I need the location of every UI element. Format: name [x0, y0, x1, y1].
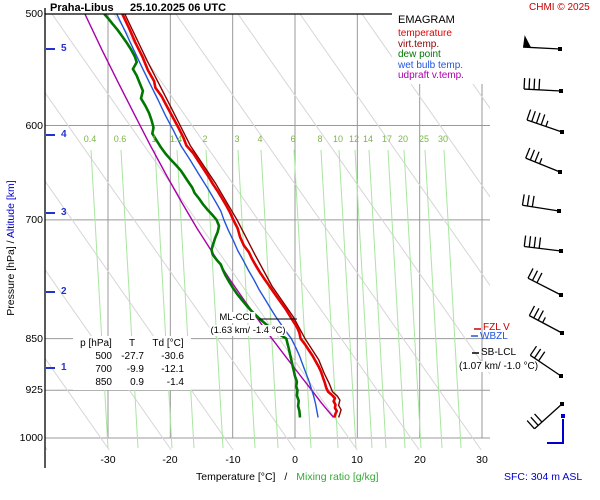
- sounding-table-cell: 0.9: [130, 377, 144, 388]
- altitude-tick: [46, 48, 55, 50]
- legend: EMAGRAM temperature virt.temp. dew point we…: [392, 12, 495, 84]
- mixing-ratio-label: 20: [397, 134, 408, 144]
- sounding-table-cell: -27.7: [121, 351, 144, 362]
- altitude-tick-label: 3: [61, 207, 67, 218]
- curve-virt-temperature: [124, 14, 342, 418]
- wind-barb: [525, 147, 562, 174]
- x-axis-caption-mixing-ratio: Mixing ratio [g/kg]: [296, 471, 379, 483]
- sounding-table-cell: 700: [95, 364, 112, 375]
- legend-item: wet bulb temp.: [398, 59, 464, 71]
- mixing-ratio-label: 1.4: [169, 134, 183, 144]
- legend-item: temperature: [398, 28, 452, 39]
- mixing-ratio-label: 12: [348, 134, 359, 144]
- x-axis-caption-temperature: Temperature [°C]: [196, 471, 276, 483]
- y-axis-caption: Pressure [hPa] / Altitude [km]: [5, 180, 17, 316]
- surface-wind-marker: [547, 419, 564, 444]
- pressure-tick-label: 600: [25, 120, 43, 132]
- mixing-ratio-label: 14: [362, 134, 373, 144]
- wind-barb: [526, 109, 564, 134]
- fzl-label: FZL V: [483, 322, 510, 333]
- wind-barb: [527, 268, 563, 297]
- legend-item: virt.temp.: [398, 38, 440, 50]
- wind-barb: [526, 402, 564, 430]
- mixing-ratio-label: 4: [257, 134, 263, 144]
- legend-item: udpraft v.temp.: [398, 70, 464, 81]
- mixing-ratio-label: 25: [418, 134, 429, 144]
- wind-barb: [523, 78, 563, 93]
- sb-lcl-label: SB-LCL: [481, 347, 517, 358]
- altitude-tick: [46, 367, 55, 369]
- altitude-tick: [46, 291, 55, 293]
- sounding-table-row: 700 -9.9 -12.1: [76, 363, 188, 376]
- legend-item: dew point: [398, 49, 441, 60]
- temp-tick-label: -30: [100, 454, 116, 466]
- ml-ccl-label: ML-CCL: [218, 312, 256, 323]
- sounding-table-cell: 500: [95, 351, 112, 362]
- temp-tick-label: 20: [414, 454, 426, 466]
- ml-ccl-value: (1.63 km/ -1.4 °C): [209, 325, 287, 336]
- wind-barb: [529, 345, 563, 378]
- curve-dew-point: [103, 14, 302, 418]
- wind-barb: [521, 194, 561, 213]
- altitude-tick: [46, 212, 55, 214]
- temp-tick-label: 10: [351, 454, 363, 466]
- y-axis-caption-pressure: Pressure [hPa]: [5, 246, 17, 316]
- curve-temperature: [121, 14, 339, 418]
- sounding-table-cell: -12.1: [161, 364, 184, 375]
- sounding-table-cell: -1.4: [166, 377, 184, 388]
- wind-barb: [523, 235, 563, 253]
- sounding-table-header: p [hPa] T Td [°C]: [80, 338, 184, 349]
- mixing-ratio-label: 0.6: [113, 134, 127, 144]
- temp-tick-label: -10: [225, 454, 241, 466]
- copyright-note: CHMI © 2025: [529, 2, 590, 13]
- mixing-ratio-lines: [90, 149, 462, 449]
- mixing-ratio-label: 8: [317, 134, 323, 144]
- mixing-ratio-label: 2: [202, 134, 208, 144]
- pressure-tick-label: 1000: [19, 432, 43, 444]
- pressure-tick-label: 850: [25, 333, 43, 345]
- pressure-tick-label: 700: [25, 214, 43, 226]
- altitude-tick-label: 1: [61, 362, 67, 373]
- pressure-tick-label: 500: [25, 8, 43, 20]
- altitude-tick-label: 4: [61, 129, 67, 140]
- sounding-table-cell: -9.9: [126, 364, 144, 375]
- sounding-datetime: 25.10.2025 06 UTC: [130, 2, 227, 14]
- sounding-table-cell: 850: [95, 377, 112, 388]
- station-title: Praha-Libus: [50, 2, 114, 14]
- altitude-tick: [46, 134, 55, 136]
- mixing-ratio-label: 17: [381, 134, 392, 144]
- altitude-tick-label: 5: [61, 43, 67, 54]
- sounding-table: p [hPa] T Td [°C] 500 -27.7 -30.6 700 -9.9 -1…: [73, 336, 191, 390]
- mixing-ratio-label: 30: [437, 134, 448, 144]
- temp-tick-label: 30: [476, 454, 488, 466]
- surface-wind-marker-dot: [561, 414, 565, 418]
- altitude-tick-label: 2: [61, 286, 67, 297]
- temp-tick-label: 0: [292, 454, 298, 466]
- surface-elevation-note: SFC: 304 m ASL: [504, 471, 583, 483]
- y-axis-caption-altitude: Altitude [km]: [5, 180, 17, 239]
- wbzl-label: WBZL: [480, 331, 508, 342]
- wind-barb: [523, 35, 562, 51]
- mixing-ratio-label: 6: [290, 134, 296, 144]
- legend-title: EMAGRAM: [398, 14, 455, 26]
- pressure-tick-label: 925: [25, 384, 43, 396]
- mixing-ratio-label: 10: [332, 134, 343, 144]
- mixing-ratio-label: 1: [151, 134, 157, 144]
- sounding-curves: [84, 14, 342, 418]
- sounding-table-cell: -30.6: [161, 351, 184, 362]
- wind-barb: [528, 305, 564, 335]
- sounding-table-row: 850 0.9 -1.4: [76, 376, 188, 389]
- curve-wet-bulb-temperature: [116, 14, 319, 418]
- mixing-ratio-label: 3: [234, 134, 240, 144]
- x-axis-caption: Temperature [°C] / Mixing ratio [g/kg]: [196, 471, 379, 483]
- sb-lcl-value: (1.07 km/ -1.0 °C): [459, 361, 539, 372]
- mixing-ratio-label: 0.4: [83, 134, 97, 144]
- sounding-table-row: 500 -27.7 -30.6: [76, 350, 188, 363]
- temp-tick-label: -20: [162, 454, 178, 466]
